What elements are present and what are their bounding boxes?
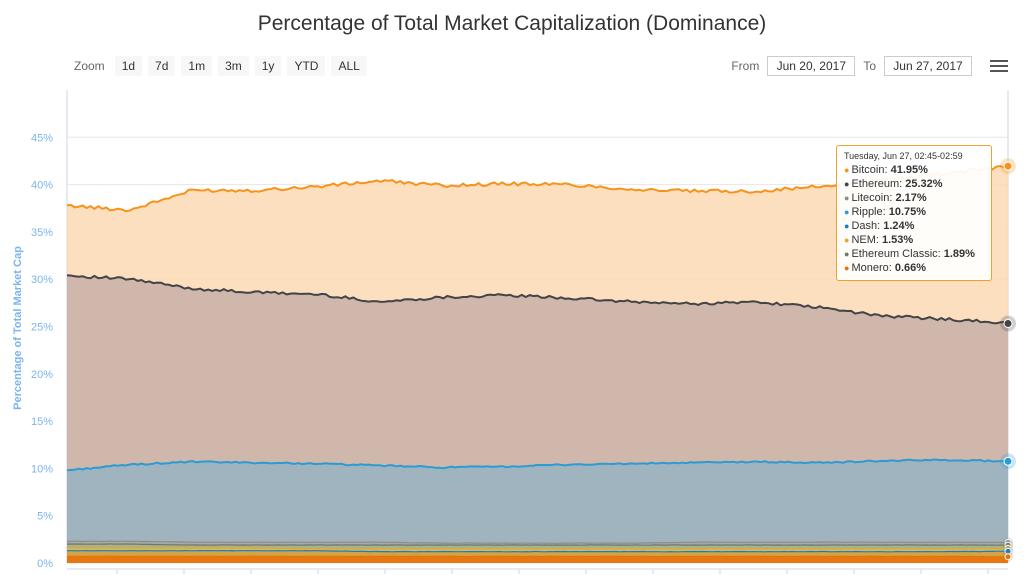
tooltip-series-value: 10.75% [888, 206, 927, 218]
tooltip-row: ● Ethereum: 25.32% [844, 177, 984, 191]
zoom-ytd-button[interactable]: YTD [287, 56, 326, 76]
series-line-ethereum-classic [66, 543, 1008, 546]
tooltip-series-value: 1.24% [883, 220, 915, 232]
to-date-input[interactable] [884, 56, 972, 76]
tooltip-row: ● Bitcoin: 41.95% [844, 163, 984, 177]
zoom-1m-button[interactable]: 1m [181, 56, 213, 76]
tooltip-series-name: NEM: [851, 234, 882, 246]
area-layer [66, 158, 1016, 563]
tooltip-series-name: Litecoin: [851, 192, 896, 204]
series-line-ripple [66, 458, 1009, 472]
legend-dot-icon: ● [844, 263, 850, 273]
menu-bar-bottom [990, 70, 1008, 72]
legend-dot-icon: ● [844, 235, 850, 245]
y-tick-label: 35% [31, 227, 53, 239]
tooltip-row: ● Litecoin: 2.17% [844, 191, 984, 205]
series-line-nem [66, 547, 1009, 550]
legend-dot-icon: ● [844, 179, 850, 189]
zoom-7d-button[interactable]: 7d [148, 56, 176, 76]
zoom-label: Zoom [74, 59, 105, 73]
y-tick-label: 25% [31, 322, 53, 334]
from-label: From [731, 59, 760, 73]
zoom-controls: Zoom 1d 7d 1m 3m 1y YTD ALL [74, 56, 367, 76]
tooltip-series-name: Dash: [851, 220, 884, 232]
legend-dot-icon: ● [844, 165, 850, 175]
tooltip-series-name: Monero: [851, 262, 895, 274]
hover-marker [1003, 318, 1013, 328]
series-line-monero [67, 555, 1008, 558]
legend-dot-icon: ● [844, 249, 850, 259]
tooltip-series-name: Ethereum Classic: [851, 248, 944, 260]
series-line-litecoin [66, 540, 1009, 544]
zoom-1d-button[interactable]: 1d [114, 56, 143, 76]
legend-dot-icon: ● [844, 221, 850, 231]
date-range: From To [731, 56, 972, 76]
y-tick-label: 0% [37, 558, 53, 570]
tooltip-series-value: 0.66% [894, 262, 927, 274]
tooltip: Tuesday, Jun 27, 02:45-02:59 ● Bitcoin: 4… [836, 145, 992, 281]
menu-bar-middle [990, 65, 1008, 67]
chart-title: Percentage of Total Market Capitalizatio… [257, 12, 767, 35]
zoom-1y-button[interactable]: 1y [254, 56, 282, 76]
area-ripple [67, 459, 1008, 563]
tooltip-series-name: Ripple: [851, 206, 889, 218]
series-line-dash [67, 549, 1009, 553]
y-tick-label: 30% [31, 274, 53, 286]
hover-marker [1003, 161, 1013, 171]
tooltip-series-name: Bitcoin: [851, 164, 891, 176]
y-tick-label: 5% [37, 511, 53, 523]
tooltip-header: Tuesday, Jun 27, 02:45-02:59 [844, 151, 963, 161]
tooltip-row: ● Dash: 1.24% [844, 219, 984, 233]
zoom-3m-button[interactable]: 3m [218, 56, 249, 76]
tooltip-rows: ● Bitcoin: 41.95% ● Ethereum: 25.32% ● Liteco… [844, 163, 984, 275]
tooltip-series-value: 41.95% [890, 164, 928, 176]
tooltip-series-value: 1.89% [943, 248, 975, 260]
tooltip-row: ● Ripple: 10.75% [844, 205, 984, 219]
tooltip-series-name: Ethereum: [851, 178, 906, 190]
y-tick-label: 20% [31, 369, 53, 381]
tooltip-series-value: 25.32% [905, 178, 943, 190]
y-tick-label: 40% [31, 180, 53, 192]
tooltip-row: ● Ethereum Classic: 1.89% [844, 247, 984, 261]
hamburger-icon[interactable] [990, 60, 1008, 74]
series-line-ethereum [66, 274, 1009, 325]
legend-dot-icon: ● [844, 193, 850, 203]
y-tick-label: 10% [31, 463, 53, 475]
to-label: To [863, 59, 876, 73]
tooltip-row: ● NEM: 1.53% [844, 233, 984, 247]
area-monero [67, 556, 1008, 563]
y-tick-label: 15% [31, 416, 53, 428]
tooltip-series-value: 1.53% [882, 234, 914, 246]
axis-layer: 0% 5% 10% 15% 20% 25% 30% 35% 40% 45% [31, 132, 1008, 574]
legend-dot-icon: ● [844, 207, 850, 217]
from-date-input[interactable] [767, 56, 856, 76]
menu-bar-top [990, 60, 1008, 62]
tooltip-row: ● Monero: 0.66% [844, 261, 984, 275]
hover-marker [1004, 553, 1012, 561]
y-axis-label: Percentage of Total Market Cap [12, 246, 24, 410]
hover-marker [1003, 456, 1013, 466]
y-tick-label: 45% [31, 132, 53, 144]
tooltip-series-value: 2.17% [895, 192, 927, 204]
zoom-all-button[interactable]: ALL [331, 56, 367, 76]
